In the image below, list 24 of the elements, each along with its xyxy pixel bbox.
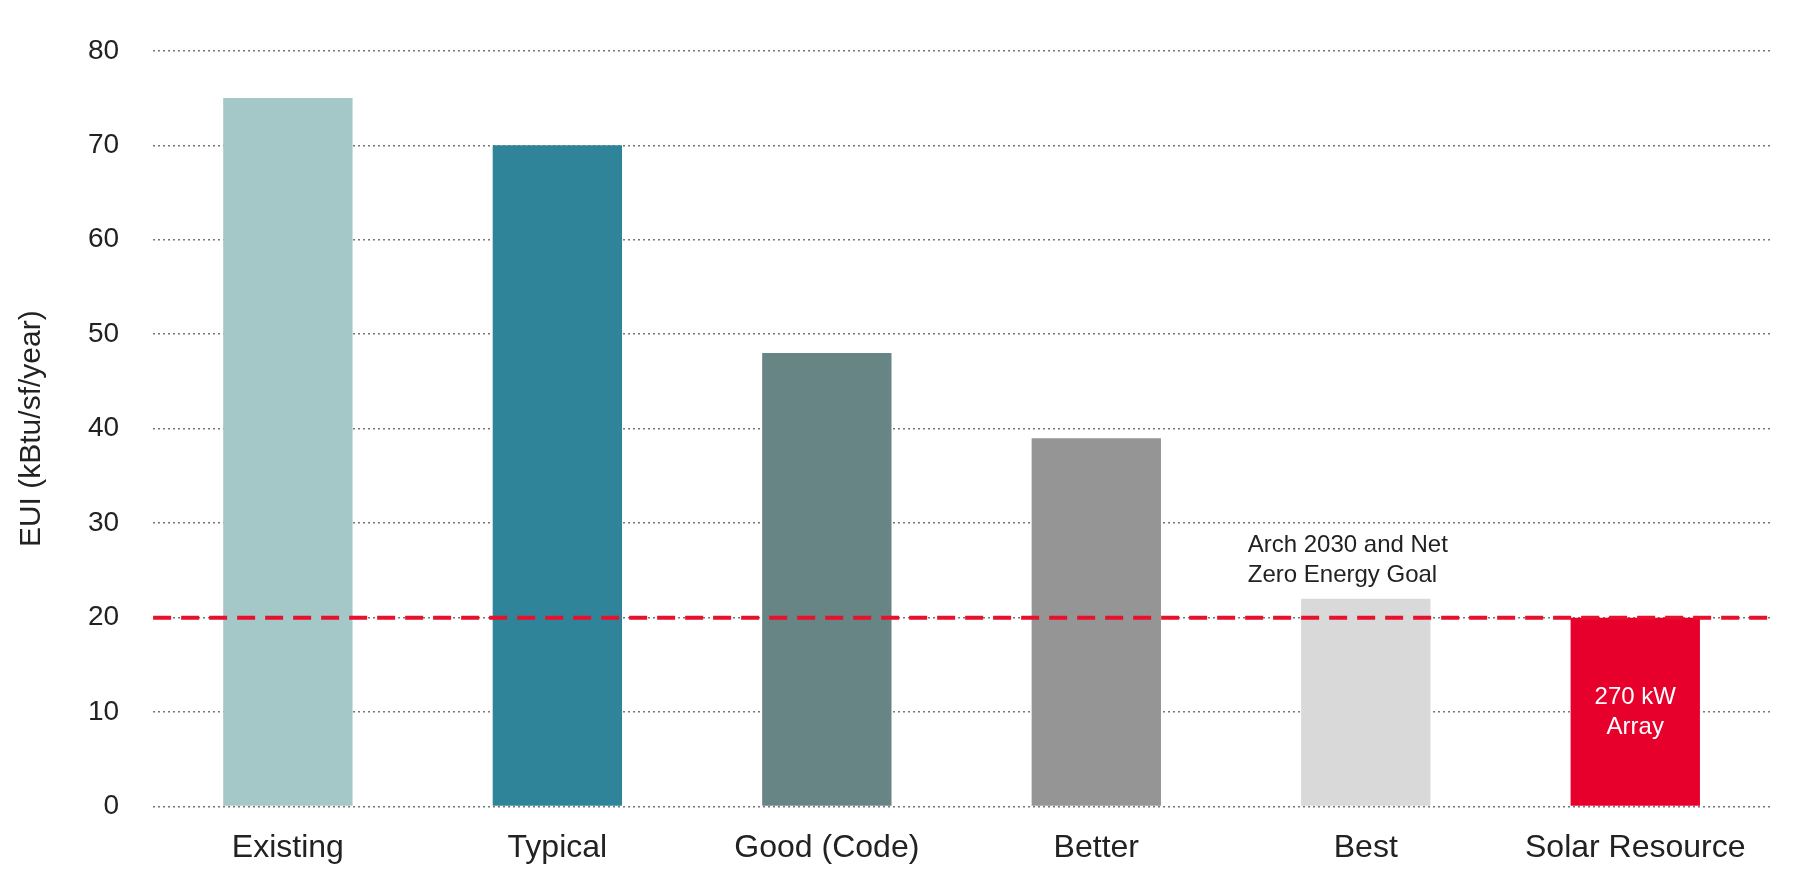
bar: [1570, 617, 1700, 806]
y-tick-label: 60: [87, 222, 120, 254]
bar: [223, 98, 353, 806]
y-axis-title: EUI (kBtu/sf/year): [13, 310, 47, 548]
ref-line-label: Arch 2030 and Net Zero Energy Goal: [1247, 530, 1449, 588]
x-tick-label: Better: [1053, 827, 1140, 864]
y-tick-label: 50: [87, 316, 120, 348]
x-tick-label: Existing: [231, 827, 344, 864]
y-tick-label: 20: [87, 600, 120, 632]
y-tick-label: 30: [87, 505, 120, 537]
y-tick-label: 10: [87, 694, 120, 726]
x-tick-label: Good (Code): [734, 827, 920, 864]
x-tick-label: Solar Resource: [1524, 827, 1746, 864]
y-tick-label: 40: [87, 411, 120, 443]
x-tick-label: Typical: [507, 827, 608, 864]
y-tick-label: 70: [87, 127, 120, 159]
x-tick-label: Best: [1333, 827, 1398, 864]
y-tick-label: 0: [103, 789, 120, 821]
bar: [492, 145, 623, 806]
bar: [762, 353, 892, 806]
annotation: 270 kW Array: [1594, 681, 1677, 739]
bar: [1301, 598, 1431, 806]
y-tick-label: 80: [87, 33, 120, 65]
bar: [1031, 438, 1161, 806]
